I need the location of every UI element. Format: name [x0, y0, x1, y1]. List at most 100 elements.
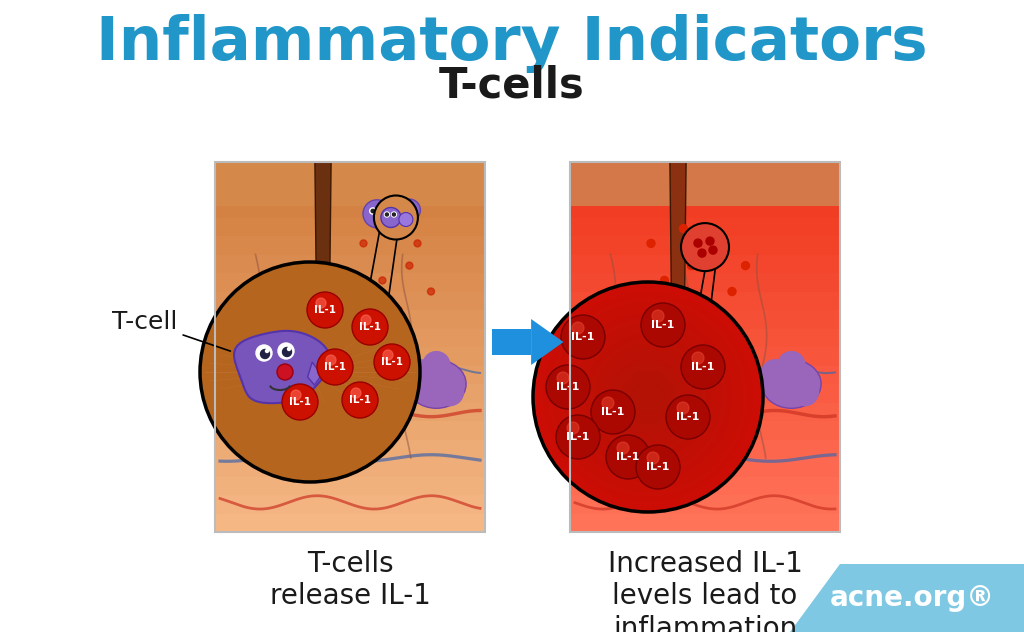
Polygon shape [315, 162, 331, 465]
Ellipse shape [662, 442, 694, 467]
Circle shape [351, 388, 361, 398]
Circle shape [427, 288, 434, 295]
Ellipse shape [322, 316, 346, 336]
Text: acne.org®: acne.org® [829, 584, 994, 612]
Circle shape [698, 249, 706, 257]
Polygon shape [307, 362, 322, 385]
Circle shape [647, 240, 655, 247]
Ellipse shape [677, 316, 701, 336]
Circle shape [586, 334, 711, 459]
Circle shape [307, 292, 343, 328]
Circle shape [602, 397, 614, 409]
Bar [570, 403, 840, 421]
Circle shape [395, 307, 402, 313]
Bar [570, 162, 840, 532]
Circle shape [282, 384, 318, 420]
Bar [570, 162, 840, 207]
Bar [215, 384, 485, 403]
Circle shape [611, 360, 685, 434]
Circle shape [412, 207, 414, 209]
Circle shape [403, 205, 409, 210]
Circle shape [381, 207, 401, 228]
Bar [570, 384, 840, 403]
Circle shape [534, 282, 763, 512]
Circle shape [383, 350, 393, 360]
Bar [215, 347, 485, 365]
Circle shape [627, 376, 669, 418]
Circle shape [544, 293, 753, 502]
Text: IL-1: IL-1 [646, 462, 670, 472]
Circle shape [701, 306, 709, 314]
Text: IL-1: IL-1 [289, 397, 311, 407]
Circle shape [554, 303, 742, 491]
Circle shape [379, 277, 386, 284]
Bar [215, 162, 485, 181]
Bar [570, 421, 840, 439]
Ellipse shape [706, 341, 726, 360]
Circle shape [370, 208, 376, 214]
Circle shape [559, 308, 737, 486]
Circle shape [316, 298, 326, 308]
Circle shape [580, 329, 716, 465]
Bar [570, 347, 840, 365]
Circle shape [632, 381, 664, 413]
Text: IL-1: IL-1 [616, 452, 640, 462]
Circle shape [574, 324, 721, 470]
Circle shape [715, 240, 723, 247]
Text: IL-1: IL-1 [651, 320, 675, 330]
Circle shape [371, 209, 375, 213]
Bar [570, 199, 840, 217]
Circle shape [622, 371, 674, 423]
Circle shape [414, 240, 421, 247]
Circle shape [679, 224, 687, 233]
Bar [570, 310, 840, 329]
Circle shape [317, 349, 353, 385]
Text: T-cell: T-cell [113, 310, 230, 351]
Bar [215, 273, 485, 291]
Circle shape [342, 382, 378, 418]
Bar [215, 181, 485, 199]
Bar [215, 403, 485, 421]
Circle shape [641, 303, 685, 347]
Ellipse shape [315, 315, 375, 364]
Circle shape [572, 322, 584, 334]
Circle shape [407, 360, 434, 387]
Circle shape [606, 355, 690, 439]
Bar [215, 421, 485, 439]
Circle shape [652, 310, 664, 322]
Bar [215, 329, 485, 347]
Text: T-cells: T-cells [439, 64, 585, 106]
Text: IL-1: IL-1 [556, 382, 580, 392]
Circle shape [200, 262, 420, 482]
Circle shape [549, 298, 748, 496]
Circle shape [564, 313, 731, 481]
Bar [215, 310, 485, 329]
Circle shape [283, 348, 292, 356]
Bar [215, 458, 485, 477]
Bar [215, 495, 485, 513]
Bar [570, 162, 840, 181]
Circle shape [256, 345, 272, 361]
Circle shape [288, 348, 291, 351]
Bar [215, 477, 485, 495]
Polygon shape [790, 564, 1024, 632]
Circle shape [556, 415, 600, 459]
Ellipse shape [762, 360, 821, 408]
Circle shape [601, 350, 695, 444]
Circle shape [709, 246, 717, 254]
Bar [492, 329, 531, 355]
Circle shape [647, 452, 659, 464]
Circle shape [392, 213, 395, 216]
Circle shape [728, 288, 736, 296]
Bar [215, 365, 485, 384]
Text: IL-1: IL-1 [381, 357, 403, 367]
Polygon shape [531, 319, 563, 365]
Circle shape [706, 237, 714, 245]
Bar [215, 236, 485, 255]
Circle shape [692, 352, 705, 364]
Text: IL-1: IL-1 [349, 395, 371, 405]
Bar [570, 255, 840, 273]
Ellipse shape [670, 315, 729, 364]
Circle shape [617, 442, 629, 454]
Text: IL-1: IL-1 [676, 412, 699, 422]
